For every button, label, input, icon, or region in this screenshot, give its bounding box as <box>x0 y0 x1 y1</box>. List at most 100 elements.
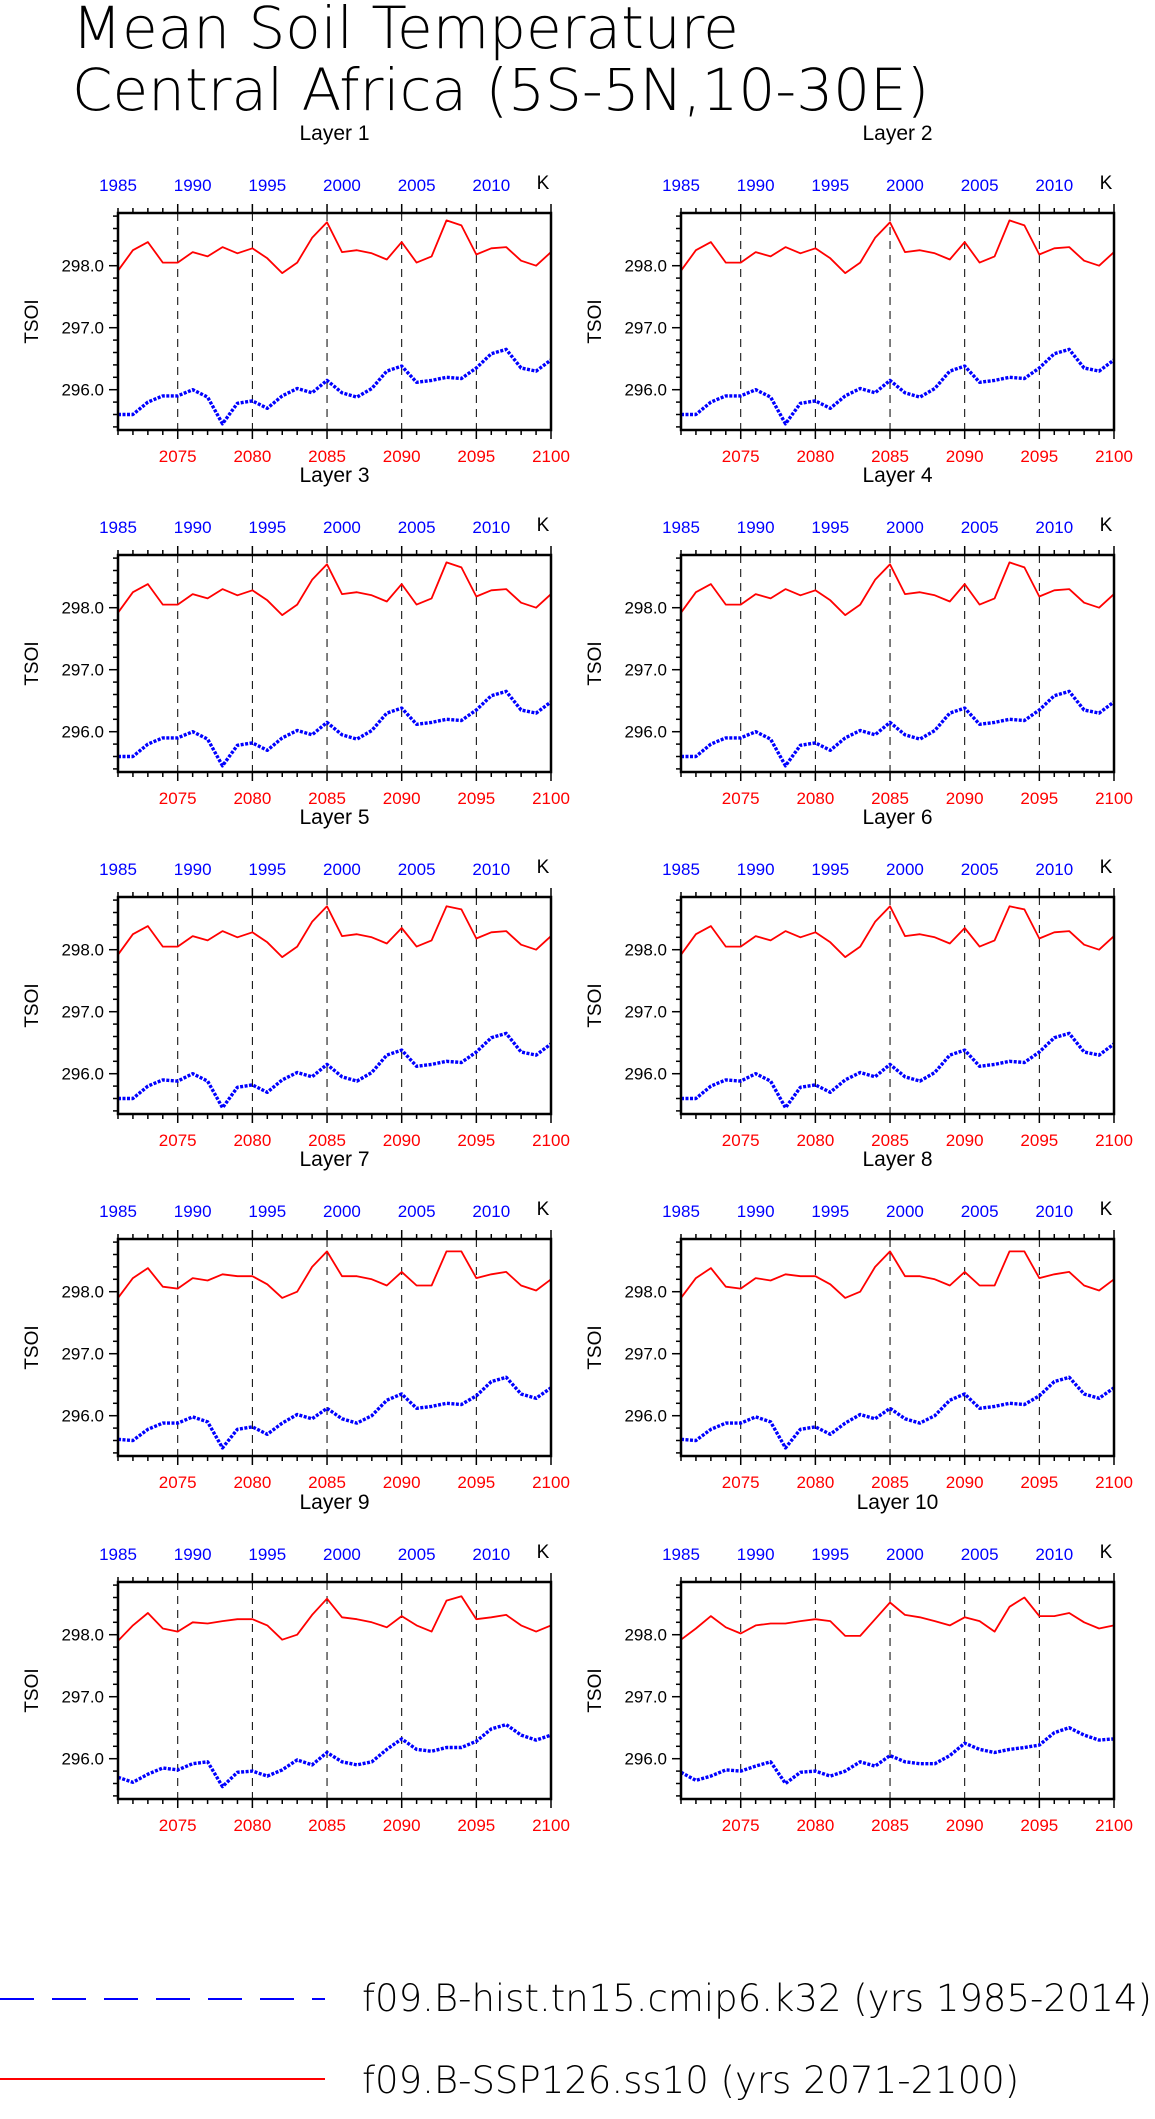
x-top-tick-label: 2010 <box>1035 518 1073 537</box>
y-tick-label: 297.0 <box>624 661 667 680</box>
series-line-ssp <box>680 561 1115 616</box>
x-top-tick-label: 1985 <box>99 1202 137 1221</box>
x-bottom-tick-label: 2095 <box>457 789 495 808</box>
y-tick-label: 298.0 <box>624 1626 667 1645</box>
y-tick-label: 296.0 <box>624 1065 667 1084</box>
series-line-hist <box>681 347 1116 426</box>
legend-label-hist: f09.B-hist.tn15.cmip6.k32 (yrs 1985-2014… <box>362 1977 1152 2020</box>
series-line-hist <box>118 689 553 768</box>
x-top-tick-label: 2000 <box>886 176 924 195</box>
x-top-tick-label: 1995 <box>248 1202 286 1221</box>
x-top-tick-label: 1985 <box>662 518 700 537</box>
y-axis-label: TSOI <box>22 641 43 685</box>
units-label: K <box>1100 173 1113 194</box>
x-bottom-tick-label: 2100 <box>1095 1473 1133 1492</box>
x-top-tick-label: 1990 <box>737 1202 775 1221</box>
x-bottom-tick-label: 2075 <box>159 1131 197 1150</box>
panel-layer-2: Layer 2 K TSOI 2075 2080 2085 2090 2095 2100 1985… <box>585 122 1133 466</box>
series-line-ssp <box>680 1596 1115 1641</box>
x-bottom-tick-label: 2100 <box>1095 447 1133 466</box>
series-line-ssp <box>680 219 1115 275</box>
series-line-hist <box>117 1375 552 1450</box>
x-top-tick-label: 2010 <box>1035 176 1073 195</box>
x-bottom-tick-label: 2100 <box>532 1816 570 1835</box>
y-axis-label: TSOI <box>585 641 606 685</box>
x-bottom-tick-label: 2085 <box>308 789 346 808</box>
x-bottom-tick-label: 2100 <box>532 1131 570 1150</box>
plot-frame <box>116 1237 553 1458</box>
y-axis-label: TSOI <box>22 983 43 1027</box>
x-top-tick-label: 2005 <box>398 518 436 537</box>
x-top-tick-label: 1990 <box>174 1545 212 1564</box>
x-top-tick-label: 2010 <box>472 1545 510 1564</box>
series-line-hist <box>117 1722 552 1789</box>
x-top-tick-label: 2000 <box>323 518 361 537</box>
y-tick-label: 298.0 <box>61 1626 104 1645</box>
y-axis-label: TSOI <box>585 1325 606 1369</box>
y-tick-label: 296.0 <box>624 1750 667 1769</box>
x-bottom-tick-label: 2095 <box>1020 1131 1058 1150</box>
x-top-tick-label: 1995 <box>248 518 286 537</box>
y-axis-label: TSOI <box>585 299 606 343</box>
series-line-hist <box>681 689 1116 768</box>
panel-title: Layer 5 <box>299 806 369 829</box>
x-top-tick-label: 1995 <box>811 1202 849 1221</box>
x-bottom-tick-label: 2090 <box>383 1473 421 1492</box>
y-tick-label: 296.0 <box>624 381 667 400</box>
panel-layer-3: Layer 3 K TSOI 2075 2080 2085 2090 2095 2100 1985… <box>22 464 570 808</box>
y-tick-label: 297.0 <box>624 319 667 338</box>
series-line-ssp <box>117 905 552 958</box>
x-top-tick-label: 2005 <box>961 1202 999 1221</box>
x-top-tick-label: 1985 <box>662 176 700 195</box>
x-top-tick-label: 2000 <box>323 1202 361 1221</box>
y-axis-label: TSOI <box>22 299 43 343</box>
x-top-tick-label: 2010 <box>1035 1545 1073 1564</box>
x-bottom-tick-label: 2085 <box>871 789 909 808</box>
x-top-tick-label: 1995 <box>248 860 286 879</box>
x-top-tick-label: 2000 <box>323 1545 361 1564</box>
x-top-tick-label: 2000 <box>886 1545 924 1564</box>
plot-frame <box>116 211 553 432</box>
series-line-ssp <box>117 219 552 275</box>
panel-layer-6: Layer 6 K TSOI 2075 2080 2085 2090 2095 2100 1985… <box>585 806 1133 1150</box>
plot-frame <box>116 553 553 774</box>
x-top-tick-label: 1985 <box>99 1545 137 1564</box>
x-bottom-tick-label: 2090 <box>946 1473 984 1492</box>
x-bottom-tick-label: 2080 <box>796 1473 834 1492</box>
units-label: K <box>537 1199 550 1220</box>
units-label: K <box>1100 515 1113 536</box>
units-label: K <box>1100 1542 1113 1563</box>
panel-title: Layer 7 <box>299 1148 369 1171</box>
x-top-tick-label: 1985 <box>99 176 137 195</box>
series-line-hist <box>118 1031 553 1110</box>
x-top-tick-label: 1985 <box>662 1545 700 1564</box>
y-tick-label: 297.0 <box>61 661 104 680</box>
x-bottom-tick-label: 2095 <box>1020 447 1058 466</box>
x-top-tick-label: 2010 <box>472 176 510 195</box>
figure-title-line1: Mean Soil Temperature <box>72 0 739 62</box>
x-top-tick-label: 1990 <box>174 860 212 879</box>
plot-frame <box>679 211 1116 432</box>
panel-title: Layer 3 <box>299 464 369 487</box>
panel-layer-1: Layer 1 K TSOI 2075 2080 2085 2090 2095 2100 1985… <box>22 122 570 466</box>
x-bottom-tick-label: 2075 <box>722 1816 760 1835</box>
y-tick-label: 296.0 <box>624 723 667 742</box>
x-bottom-tick-label: 2090 <box>383 789 421 808</box>
x-top-tick-label: 2005 <box>961 176 999 195</box>
y-tick-label: 297.0 <box>61 1688 104 1707</box>
y-tick-label: 297.0 <box>624 1688 667 1707</box>
x-bottom-tick-label: 2075 <box>159 1816 197 1835</box>
panel-title: Layer 10 <box>857 1491 939 1514</box>
y-tick-label: 298.0 <box>624 257 667 276</box>
x-bottom-tick-label: 2075 <box>722 447 760 466</box>
series-line-ssp <box>117 1250 552 1299</box>
x-top-tick-label: 2010 <box>472 860 510 879</box>
x-top-tick-label: 2005 <box>961 1545 999 1564</box>
y-tick-label: 296.0 <box>61 1407 104 1426</box>
x-top-tick-label: 1990 <box>174 518 212 537</box>
x-bottom-tick-label: 2085 <box>871 1473 909 1492</box>
panel-layer-4: Layer 4 K TSOI 2075 2080 2085 2090 2095 2100 1985… <box>585 464 1133 808</box>
x-bottom-tick-label: 2080 <box>796 1131 834 1150</box>
x-top-tick-label: 2000 <box>886 518 924 537</box>
x-bottom-tick-label: 2085 <box>308 1131 346 1150</box>
